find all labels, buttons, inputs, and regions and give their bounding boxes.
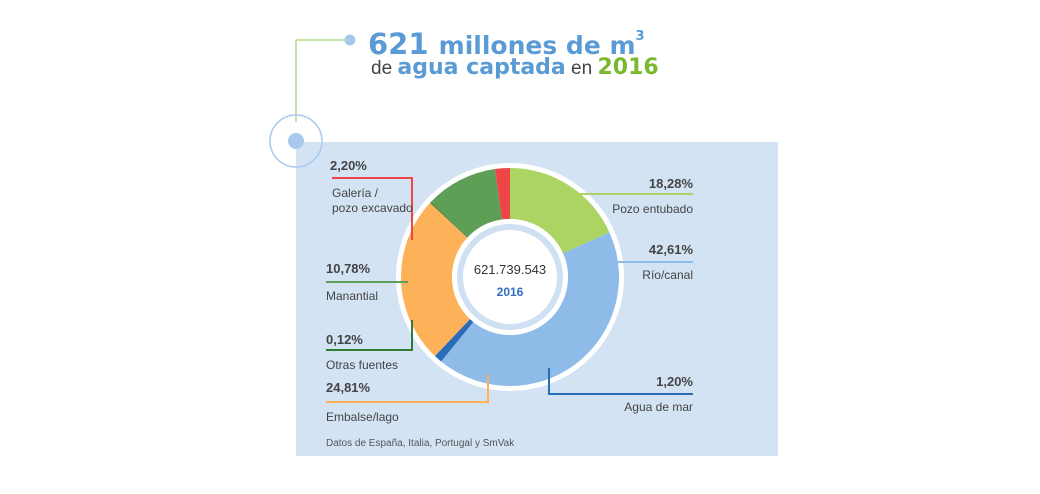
headline-unit-superscript: 3 (635, 29, 645, 44)
subtitle-bold: agua captada (397, 55, 566, 80)
headline-number: 621 (368, 27, 429, 61)
connector-dot-icon (344, 34, 356, 46)
center-year: 2016 (496, 285, 524, 299)
slice-pozo-entubado (510, 168, 610, 254)
slice-pct-pozo-entubado: 18,28% (648, 176, 693, 191)
connector-ring-dot-icon (288, 133, 304, 149)
headline-unit: millones de m (438, 31, 636, 60)
slice-label-rio-canal: Río/canal (642, 268, 693, 282)
subtitle-year: 2016 (597, 55, 659, 80)
slice-label-otras-fuentes: Otras fuentes (326, 358, 399, 372)
slice-manantial (430, 169, 503, 238)
headline-subtitle: de agua captada en 2016 (371, 55, 659, 82)
slice-label-agua-de-mar: Agua de mar (624, 400, 693, 414)
slice-galeria-pozo-excavado (494, 168, 510, 220)
slice-otras-fuentes (430, 202, 468, 238)
subtitle-mid: en (565, 58, 598, 79)
slice-embalse-lago (401, 202, 471, 357)
slice-label-galeria-pozo-excavado: Galería / pozo excavado (332, 186, 413, 215)
slice-label-embalse-lago: Embalse/lago (326, 410, 399, 424)
slice-pct-otras-fuentes: 0,12% (326, 332, 363, 347)
leader-agua-de-mar (548, 368, 693, 395)
data-source-note: Datos de España, Italia, Portugal y SmVa… (326, 438, 515, 449)
slice-label-manantial: Manantial (326, 289, 379, 303)
leader-otras-fuentes (326, 320, 413, 351)
slice-pct-embalse-lago: 24,81% (326, 380, 371, 395)
slice-rio-canal (441, 232, 619, 386)
donut-center-label: 621.739.543 2016 (460, 262, 560, 299)
center-total-value: 621.739.543 (473, 262, 547, 277)
subtitle-prefix: de (371, 58, 398, 79)
leader-galeria-pozo-excavado (332, 177, 413, 240)
donut-hole-inner (463, 230, 557, 324)
slice-label-pozo-entubado: Pozo entubado (612, 202, 693, 216)
leader-embalse-lago (326, 374, 489, 403)
slice-pct-agua-de-mar: 1,20% (656, 374, 693, 389)
connector-ring-icon (269, 114, 323, 168)
slice-pct-rio-canal: 42,61% (648, 242, 693, 257)
headline-total: 621 millones de m3 (368, 20, 645, 63)
slice-pct-manantial: 10,78% (326, 261, 371, 276)
slice-pct-galeria-pozo-excavado: 2,20% (330, 158, 367, 173)
headline: 621 millones de m3 de agua captada en 20… (368, 20, 659, 80)
slice-agua-de-mar (434, 319, 474, 362)
